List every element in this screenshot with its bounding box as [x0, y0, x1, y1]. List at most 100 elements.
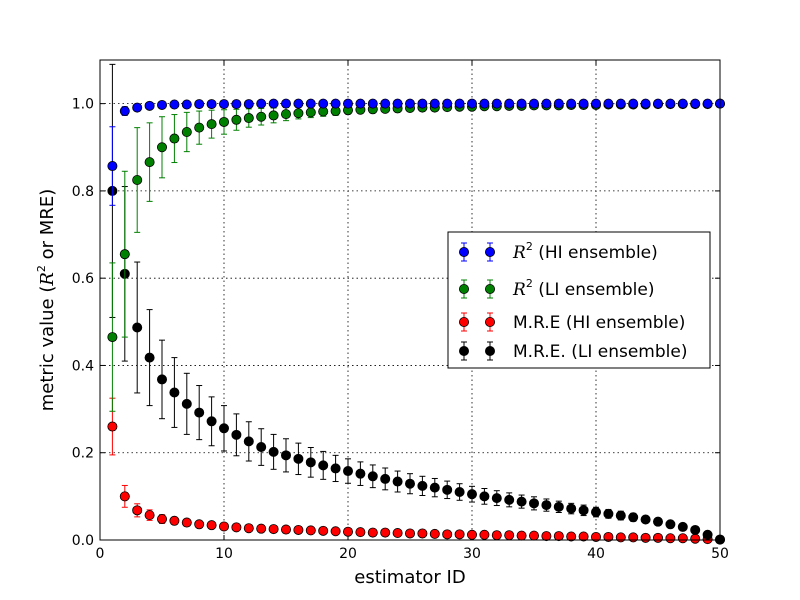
data-point	[243, 436, 254, 447]
data-point	[566, 503, 577, 514]
data-point	[293, 98, 304, 109]
data-point	[169, 99, 180, 110]
legend-point	[458, 283, 469, 294]
data-point	[256, 98, 267, 109]
data-point	[553, 531, 564, 542]
data-point	[603, 508, 614, 519]
x-tick-label: 20	[339, 546, 357, 562]
data-point	[466, 489, 477, 500]
data-point	[516, 98, 527, 109]
data-point	[454, 529, 465, 540]
data-point	[479, 491, 490, 502]
legend-marker-r2-li	[458, 279, 495, 299]
data-point	[256, 442, 267, 453]
data-point	[268, 446, 279, 457]
data-point	[504, 98, 515, 109]
data-point	[132, 505, 143, 516]
legend-point	[484, 246, 495, 257]
data-layer	[107, 63, 726, 545]
legend-marker-mre-li	[458, 341, 495, 361]
data-point	[442, 484, 453, 495]
data-point	[107, 332, 118, 343]
data-point	[677, 533, 688, 544]
x-tick-label: 0	[96, 546, 105, 562]
data-point	[466, 98, 477, 109]
data-point	[218, 423, 229, 434]
data-point	[268, 524, 279, 535]
data-point	[231, 429, 242, 440]
data-point	[206, 99, 217, 110]
y-tick-label: 0.8	[72, 184, 94, 200]
data-point	[206, 520, 217, 531]
data-point	[578, 98, 589, 109]
data-point	[380, 98, 391, 109]
data-point	[194, 407, 205, 418]
legend-item-mre-li: M.R.E. (LI ensemble)	[458, 341, 687, 362]
data-point	[615, 98, 626, 109]
data-point	[318, 98, 329, 109]
data-point	[380, 527, 391, 538]
data-point	[541, 98, 552, 109]
data-point	[156, 374, 167, 385]
legend-label-mre-li: M.R.E. (LI ensemble)	[513, 342, 687, 362]
legend-point	[458, 345, 469, 356]
data-point	[603, 531, 614, 542]
data-point	[615, 510, 626, 521]
data-point	[218, 99, 229, 110]
data-point	[342, 466, 353, 477]
data-point	[566, 98, 577, 109]
data-point	[615, 532, 626, 543]
legend-label-r2-hi: R2 (HI ensemble)	[512, 240, 658, 263]
y-axis-label-var: R	[37, 272, 58, 287]
data-point	[156, 142, 167, 153]
data-point	[280, 109, 291, 120]
data-point	[591, 507, 602, 518]
data-point	[491, 98, 502, 109]
data-point	[429, 98, 440, 109]
data-point	[132, 102, 143, 113]
data-point	[330, 526, 341, 537]
data-point	[144, 510, 155, 521]
y-tick-label: 0.4	[72, 358, 94, 374]
legend-point	[484, 345, 495, 356]
data-point	[144, 352, 155, 363]
data-point	[392, 98, 403, 109]
data-point	[454, 486, 465, 497]
data-point	[553, 501, 564, 512]
data-point	[665, 533, 676, 544]
y-axis-label-prefix: metric value (	[37, 286, 58, 412]
data-point	[690, 98, 701, 109]
data-point	[318, 525, 329, 536]
data-point	[491, 530, 502, 541]
data-point	[392, 528, 403, 539]
data-point	[119, 491, 130, 502]
data-point	[280, 98, 291, 109]
data-point	[529, 498, 540, 509]
data-point	[591, 98, 602, 109]
data-point	[429, 482, 440, 493]
data-point	[404, 98, 415, 109]
plot-frame	[99, 59, 721, 541]
data-point	[677, 98, 688, 109]
data-point	[665, 98, 676, 109]
data-point	[690, 524, 701, 535]
data-point	[268, 98, 279, 109]
data-point	[293, 108, 304, 119]
data-point	[231, 99, 242, 110]
data-point	[541, 500, 552, 511]
data-point	[690, 533, 701, 544]
data-point	[628, 98, 639, 109]
legend-marker-mre-hi	[458, 312, 495, 332]
data-point	[194, 519, 205, 530]
data-point	[367, 471, 378, 482]
data-point	[280, 450, 291, 461]
data-point	[553, 98, 564, 109]
data-point	[107, 161, 118, 172]
data-point	[243, 99, 254, 110]
x-axis-label: estimator ID	[354, 567, 465, 588]
data-point	[442, 98, 453, 109]
x-tick-label: 40	[587, 546, 605, 562]
data-point	[330, 98, 341, 109]
data-point	[107, 421, 118, 432]
data-point	[454, 98, 465, 109]
